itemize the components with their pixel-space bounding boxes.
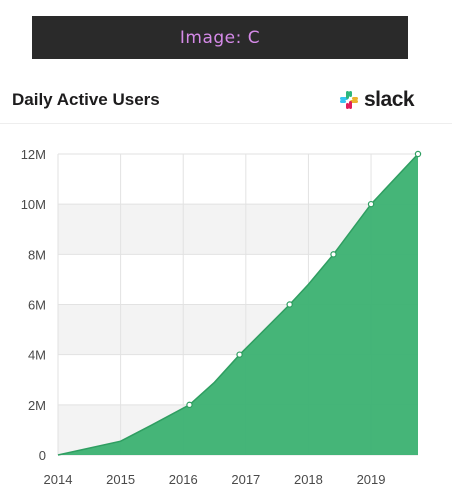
x-tick-label: 2015 — [106, 472, 135, 487]
header-divider — [0, 123, 452, 124]
y-tick-label: 10M — [21, 197, 46, 212]
x-tick-label: 2014 — [44, 472, 73, 487]
slack-logo-icon — [340, 91, 358, 109]
image-caption-text: Image: C — [179, 27, 261, 48]
brand-logo: slack — [338, 88, 415, 112]
y-tick-label: 6M — [28, 298, 46, 313]
image-caption-banner: Image: C — [32, 16, 408, 59]
data-point — [186, 401, 193, 409]
data-point — [367, 200, 375, 208]
data-point — [236, 351, 243, 358]
chart-markers — [186, 150, 422, 409]
y-tick-label: 4M — [28, 348, 46, 363]
data-point — [330, 251, 337, 258]
x-tick-label: 2019 — [357, 472, 386, 487]
x-tick-label: 2018 — [294, 472, 323, 487]
y-tick-label: 12M — [21, 147, 46, 162]
y-tick-label: 8M — [28, 247, 46, 262]
brand-wordmark: slack — [364, 88, 415, 111]
y-tick-label: 2M — [28, 398, 46, 413]
area-series-fill — [58, 154, 418, 455]
chart-title: Daily Active Users — [12, 90, 160, 109]
y-tick-label: 0 — [39, 448, 46, 463]
x-tick-label: 2017 — [231, 472, 260, 487]
x-axis-ticks: 2014 2015 2016 2017 2018 2019 — [44, 472, 386, 487]
y-axis-ticks: 0 2M 4M 6M 8M 10M 12M — [21, 147, 46, 463]
data-point — [286, 301, 293, 308]
data-point — [414, 150, 422, 158]
x-tick-label: 2016 — [169, 472, 198, 487]
